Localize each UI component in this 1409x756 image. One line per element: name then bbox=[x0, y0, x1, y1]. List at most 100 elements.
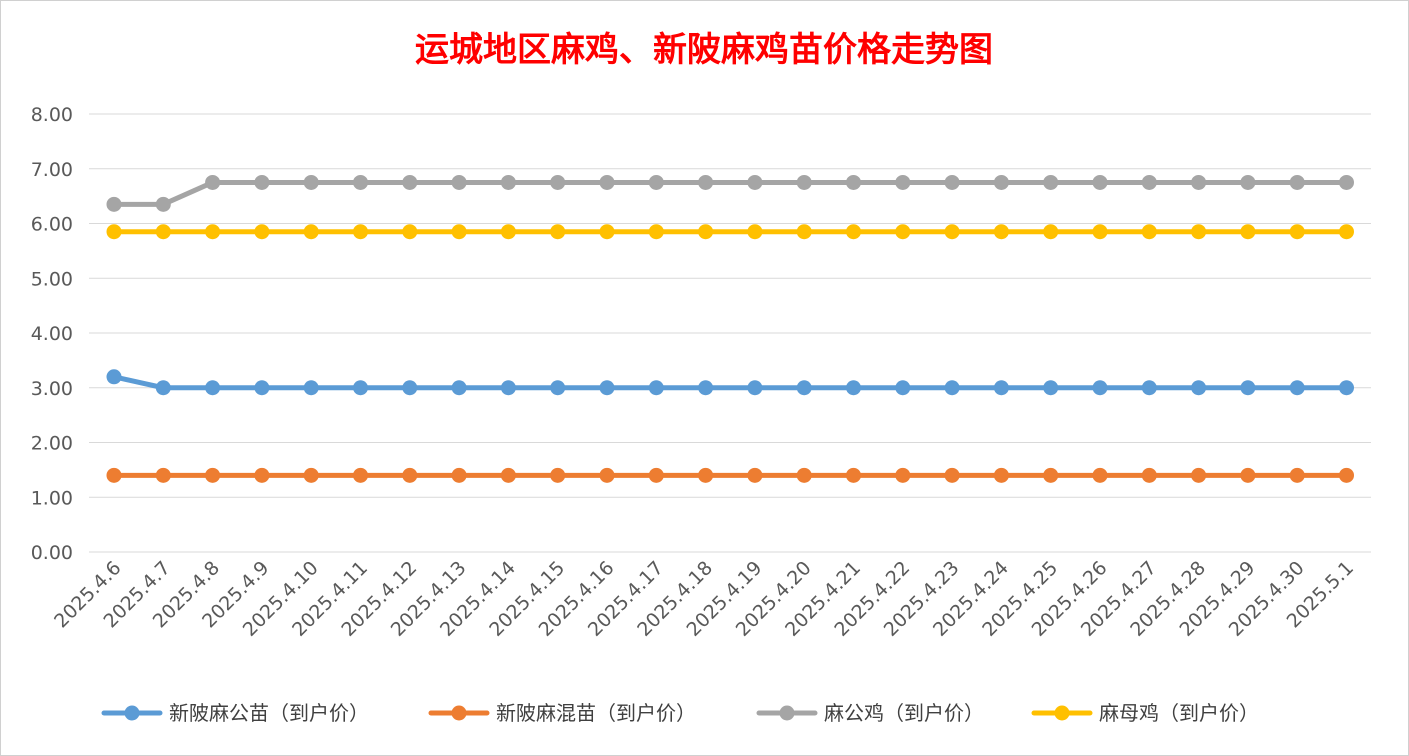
data-point bbox=[1240, 174, 1256, 190]
y-tick-label: 2.00 bbox=[31, 433, 73, 455]
series-4 bbox=[106, 224, 1354, 240]
data-point bbox=[155, 196, 171, 212]
data-point bbox=[1339, 224, 1354, 240]
y-tick-label: 3.00 bbox=[31, 378, 73, 400]
data-point bbox=[747, 174, 763, 190]
data-point bbox=[1043, 467, 1059, 483]
data-point bbox=[1289, 174, 1305, 190]
data-point bbox=[796, 174, 812, 190]
data-point bbox=[698, 467, 714, 483]
data-point bbox=[1141, 224, 1157, 240]
data-point bbox=[993, 467, 1009, 483]
data-point bbox=[303, 467, 319, 483]
data-point bbox=[846, 224, 861, 240]
legend-swatch-marker bbox=[124, 705, 140, 721]
gridlines bbox=[89, 113, 1371, 553]
data-point bbox=[1240, 467, 1256, 483]
data-point bbox=[205, 224, 221, 240]
legend-swatch-marker bbox=[779, 705, 795, 721]
legend-swatch-marker bbox=[1054, 705, 1070, 721]
data-point bbox=[402, 174, 418, 190]
data-point bbox=[550, 174, 566, 190]
legend-item: 麻公鸡（到户价） bbox=[756, 701, 984, 725]
data-point bbox=[254, 224, 270, 240]
data-point bbox=[895, 224, 911, 240]
data-point bbox=[155, 467, 171, 483]
data-point bbox=[205, 467, 221, 483]
data-point bbox=[1043, 174, 1059, 190]
data-point bbox=[993, 224, 1009, 240]
data-point bbox=[1240, 224, 1256, 240]
data-point bbox=[254, 174, 270, 190]
legend-item: 新陂麻混苗（到户价） bbox=[428, 701, 696, 725]
data-point bbox=[599, 224, 615, 240]
data-point bbox=[1339, 380, 1354, 396]
y-tick-label: 7.00 bbox=[31, 159, 73, 181]
data-point bbox=[550, 467, 566, 483]
data-point bbox=[1092, 224, 1108, 240]
data-point bbox=[993, 380, 1009, 396]
y-tick-label: 5.00 bbox=[31, 268, 73, 290]
data-point bbox=[500, 224, 516, 240]
data-point bbox=[796, 224, 812, 240]
data-point bbox=[402, 224, 418, 240]
legend-label: 新陂麻混苗（到户价） bbox=[496, 701, 696, 725]
chart-title: 运城地区麻鸡、新陂麻鸡苗价格走势图 bbox=[415, 30, 993, 70]
series-line bbox=[111, 374, 1349, 391]
y-tick-label: 8.00 bbox=[31, 104, 73, 126]
data-point bbox=[205, 380, 221, 396]
data-point bbox=[205, 174, 221, 190]
data-point bbox=[303, 224, 319, 240]
data-point bbox=[1191, 467, 1207, 483]
data-point bbox=[303, 174, 319, 190]
data-point bbox=[944, 380, 960, 396]
legend-label: 麻母鸡（到户价） bbox=[1099, 701, 1259, 725]
data-point bbox=[944, 467, 960, 483]
data-point bbox=[747, 224, 763, 240]
data-point bbox=[648, 224, 664, 240]
data-point bbox=[648, 380, 664, 396]
data-point bbox=[451, 174, 467, 190]
data-point bbox=[599, 174, 615, 190]
data-point bbox=[1339, 467, 1354, 483]
data-point bbox=[1240, 380, 1256, 396]
y-axis-ticks: 0.00 1.00 2.00 3.00 4.00 5.00 6.00 7.00 8.00 bbox=[31, 104, 73, 564]
legend: 新陂麻公苗（到户价） 新陂麻混苗（到户价） 麻公鸡（到户价） 麻母鸡（到户价） bbox=[101, 701, 1259, 725]
data-point bbox=[846, 174, 861, 190]
y-tick-label: 1.00 bbox=[31, 487, 73, 509]
data-point bbox=[451, 380, 467, 396]
data-point bbox=[895, 467, 911, 483]
data-point bbox=[353, 224, 368, 240]
data-point bbox=[353, 467, 368, 483]
data-point bbox=[895, 380, 911, 396]
data-point bbox=[550, 380, 566, 396]
data-point bbox=[599, 380, 615, 396]
data-point bbox=[944, 224, 960, 240]
legend-label: 麻公鸡（到户价） bbox=[824, 701, 984, 725]
data-point bbox=[353, 174, 368, 190]
series-3 bbox=[106, 174, 1354, 212]
data-point bbox=[1141, 467, 1157, 483]
y-tick-label: 4.00 bbox=[31, 323, 73, 345]
data-point bbox=[599, 467, 615, 483]
legend-label: 新陂麻公苗（到户价） bbox=[169, 701, 369, 725]
data-point bbox=[1339, 174, 1354, 190]
data-point bbox=[1092, 174, 1108, 190]
data-point bbox=[106, 467, 122, 483]
data-point bbox=[550, 224, 566, 240]
data-point bbox=[1191, 224, 1207, 240]
x-axis-ticks: 2025.4.62025.4.72025.4.82025.4.92025.4.1… bbox=[50, 557, 1358, 641]
data-point bbox=[944, 174, 960, 190]
data-point bbox=[846, 467, 861, 483]
legend-item: 新陂麻公苗（到户价） bbox=[101, 701, 369, 725]
data-point bbox=[402, 380, 418, 396]
data-point bbox=[500, 467, 516, 483]
data-point bbox=[1141, 380, 1157, 396]
data-point bbox=[451, 467, 467, 483]
data-point bbox=[303, 380, 319, 396]
data-point bbox=[106, 224, 122, 240]
data-point bbox=[993, 174, 1009, 190]
data-point bbox=[155, 224, 171, 240]
